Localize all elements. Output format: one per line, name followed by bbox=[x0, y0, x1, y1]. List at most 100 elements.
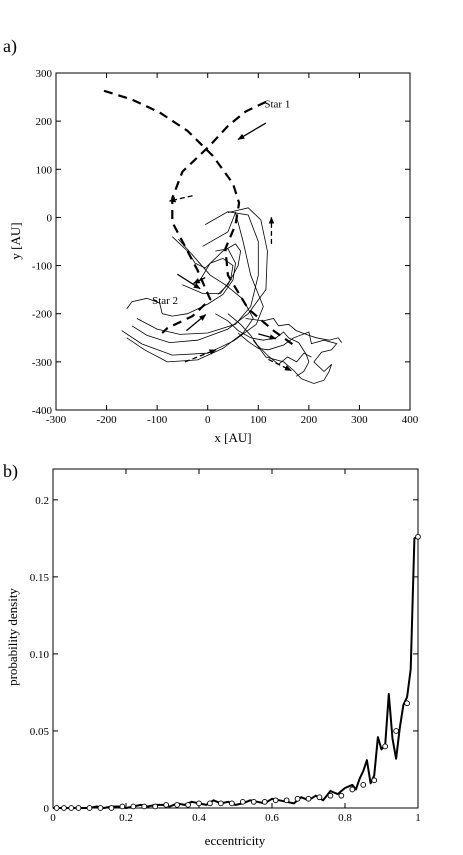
data-point-marker bbox=[272, 797, 279, 804]
y-axis-label-b: probability density bbox=[5, 588, 20, 686]
data-point-marker bbox=[185, 802, 191, 808]
direction-arrow bbox=[168, 195, 193, 203]
data-point-marker bbox=[174, 802, 180, 808]
x-axis-label-b: eccentricity bbox=[205, 833, 266, 848]
planet-track-5 bbox=[126, 248, 236, 317]
direction-arrow bbox=[258, 333, 277, 340]
data-point-marker bbox=[327, 792, 334, 799]
data-point-marker bbox=[294, 795, 301, 802]
annotation-star-1: Star 1 bbox=[264, 99, 290, 111]
star-orbit-1 bbox=[103, 89, 295, 346]
planet-track-7 bbox=[172, 236, 242, 295]
data-point-marker bbox=[108, 805, 115, 811]
data-point-marker bbox=[382, 743, 389, 750]
data-point-marker bbox=[68, 805, 75, 811]
data-point-marker bbox=[196, 800, 202, 807]
planet-track-10 bbox=[245, 318, 343, 343]
data-point-marker bbox=[75, 805, 82, 811]
y-tick-label-a: 0 bbox=[47, 212, 53, 224]
data-point-marker bbox=[141, 803, 148, 810]
x-tick-label-b: 0.2 bbox=[119, 812, 133, 824]
trajectory-panel: a) -300 -200 -100 0 100 200 300 400-400-300-200… bbox=[3, 36, 419, 445]
x-axis-label-a: x [AU] bbox=[214, 430, 251, 445]
data-point-marker bbox=[393, 728, 399, 734]
x-tick-label-a: -300 bbox=[46, 414, 67, 426]
data-point-marker bbox=[404, 700, 410, 707]
data-point-marker bbox=[207, 800, 213, 807]
star-annotations: Star 1 Star 2 bbox=[152, 99, 290, 307]
direction-arrow bbox=[192, 277, 206, 284]
data-point-marker bbox=[360, 782, 367, 788]
planet-track-6 bbox=[182, 257, 234, 294]
data-point-marker bbox=[218, 800, 224, 807]
eccentricity-distribution-line bbox=[53, 535, 419, 809]
data-point-marker bbox=[338, 792, 345, 799]
direction-arrow bbox=[268, 358, 292, 372]
data-point-marker bbox=[305, 795, 312, 802]
data-point-marker bbox=[349, 786, 356, 793]
data-point-marker bbox=[316, 794, 323, 801]
planet-track-11 bbox=[252, 339, 332, 384]
y-tick-label-a: 200 bbox=[36, 116, 53, 128]
data-point-marker bbox=[283, 797, 290, 804]
y-tick-label-b: 0 bbox=[44, 803, 50, 815]
x-tick-label-b: 1 bbox=[415, 812, 421, 824]
series-b bbox=[53, 535, 419, 809]
planet-track-4 bbox=[136, 211, 259, 335]
data-point-marker bbox=[261, 798, 268, 805]
panel-a-label: a) bbox=[3, 36, 17, 57]
tick-labels-b: 0 0.2 0.4 0.6 0.8 1 0 0.05 0.10 0.15 0.2 bbox=[30, 495, 421, 824]
x-tick-label-a: 300 bbox=[351, 414, 368, 426]
x-tick-label-b: 0 bbox=[50, 812, 56, 824]
data-point-marker bbox=[229, 800, 235, 807]
direction-arrows bbox=[168, 122, 292, 372]
axis-ticks-a bbox=[55, 72, 411, 411]
plot-area-a bbox=[55, 72, 411, 411]
direction-arrow bbox=[177, 273, 201, 290]
x-tick-label-b: 0.6 bbox=[265, 812, 279, 824]
x-tick-label-a: 200 bbox=[301, 414, 318, 426]
data-point-marker bbox=[371, 777, 378, 784]
data-point-marker bbox=[239, 798, 246, 805]
y-tick-label-b: 0.15 bbox=[30, 572, 50, 584]
data-point-marker bbox=[415, 533, 421, 540]
data-point-marker bbox=[250, 798, 257, 805]
y-tick-label-a: -400 bbox=[32, 405, 53, 417]
x-tick-label-a: -100 bbox=[147, 414, 168, 426]
plot-area-b bbox=[52, 468, 419, 809]
direction-arrow bbox=[184, 349, 217, 363]
planet-track-1 bbox=[126, 238, 254, 363]
x-tick-label-a: 0 bbox=[205, 414, 211, 426]
data-point-marker bbox=[130, 803, 137, 810]
annotation-star-2: Star 2 bbox=[152, 295, 178, 307]
planet-track-12 bbox=[227, 313, 312, 365]
y-tick-label-b: 0.2 bbox=[35, 495, 49, 507]
y-tick-label-a: 100 bbox=[36, 164, 53, 176]
y-tick-label-a: -100 bbox=[32, 261, 53, 273]
data-point-marker bbox=[119, 803, 126, 810]
tick-labels-a: -300 -200 -100 0 100 200 300 400-400-300-200-10… bbox=[32, 68, 419, 426]
y-tick-label-b: 0.05 bbox=[30, 726, 50, 738]
data-point-marker bbox=[86, 805, 93, 811]
y-tick-label-b: 0.10 bbox=[30, 649, 50, 661]
data-point-marker bbox=[163, 802, 170, 808]
y-tick-label-a: -200 bbox=[32, 309, 53, 321]
data-point-marker bbox=[152, 803, 159, 810]
y-tick-label-a: 300 bbox=[36, 68, 53, 80]
direction-arrow bbox=[186, 314, 207, 332]
x-tick-label-b: 0.4 bbox=[192, 812, 206, 824]
planet-track-2 bbox=[121, 211, 264, 356]
star-orbits-solid bbox=[121, 207, 343, 384]
markers-b bbox=[53, 533, 421, 811]
panel-b-label: b) bbox=[3, 461, 18, 482]
x-tick-label-a: 100 bbox=[250, 414, 267, 426]
star-orbit-2 bbox=[161, 100, 267, 334]
data-point-marker bbox=[53, 805, 60, 811]
planet-track-8 bbox=[215, 313, 310, 377]
star-orbits-dashed bbox=[103, 89, 295, 346]
y-axis-label-a: y [AU] bbox=[8, 222, 23, 259]
x-tick-label-b: 0.8 bbox=[338, 812, 352, 824]
data-point-marker bbox=[61, 805, 67, 811]
x-tick-label-a: 400 bbox=[402, 414, 419, 426]
